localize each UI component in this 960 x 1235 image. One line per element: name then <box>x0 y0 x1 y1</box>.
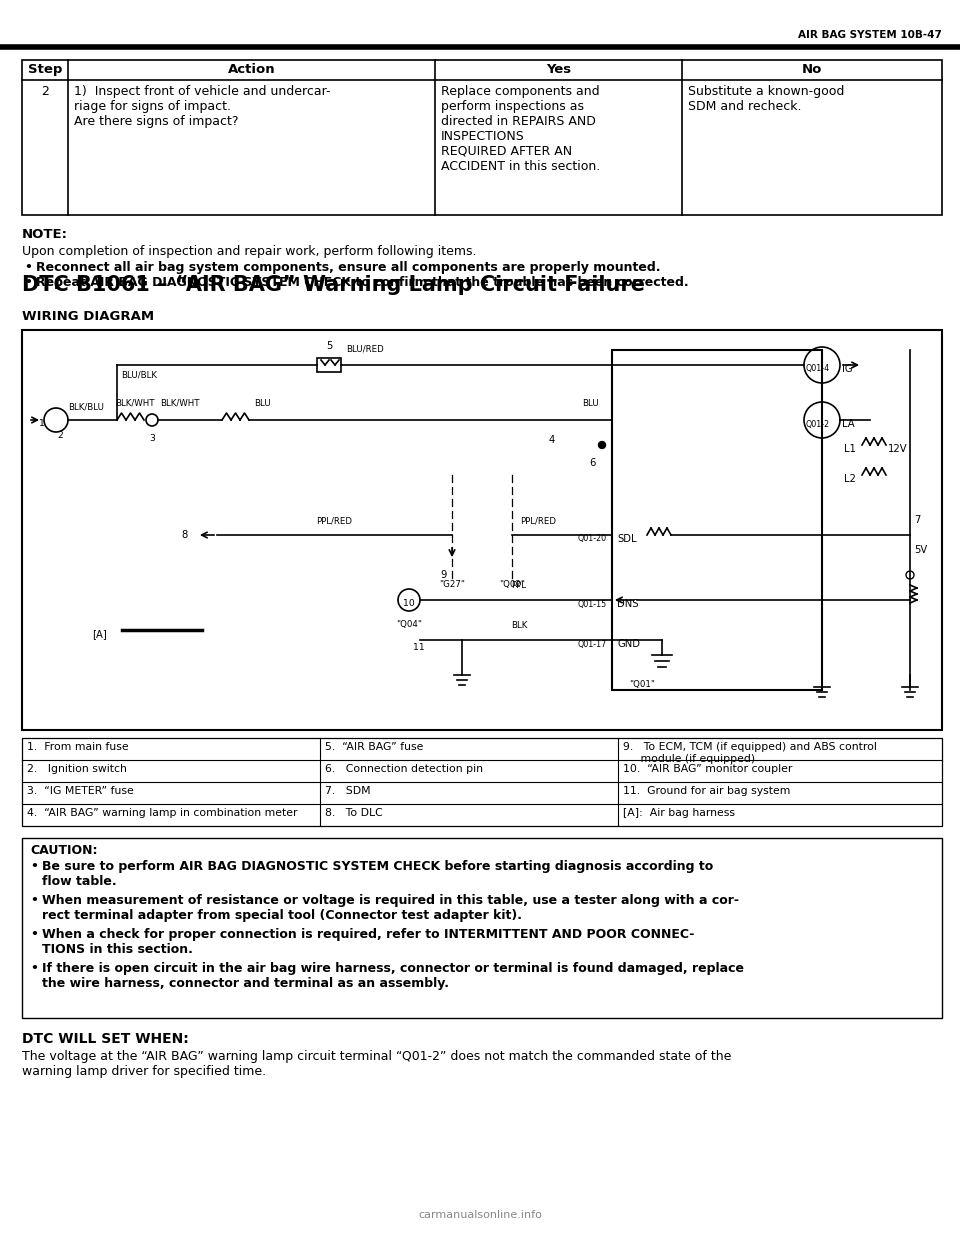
Text: DTC WILL SET WHEN:: DTC WILL SET WHEN: <box>22 1032 189 1046</box>
Text: BLU/BLK: BLU/BLK <box>121 370 157 379</box>
Text: 1.  From main fuse: 1. From main fuse <box>27 742 129 752</box>
Text: BLU/RED: BLU/RED <box>346 345 384 353</box>
Text: 3: 3 <box>149 433 155 443</box>
Text: BLK/WHT: BLK/WHT <box>160 399 200 408</box>
Text: If there is open circuit in the air bag wire harness, connector or terminal is f: If there is open circuit in the air bag … <box>42 962 744 990</box>
Text: 9.   To ECM, TCM (if equipped) and ABS control
     module (if equipped): 9. To ECM, TCM (if equipped) and ABS con… <box>623 742 876 763</box>
Text: Q01-4: Q01-4 <box>806 364 830 373</box>
Text: Be sure to perform AIR BAG DIAGNOSTIC SYSTEM CHECK before starting diagnosis acc: Be sure to perform AIR BAG DIAGNOSTIC SY… <box>42 860 713 888</box>
Circle shape <box>598 441 606 448</box>
Text: BLU: BLU <box>582 399 599 408</box>
Text: •: • <box>24 275 32 289</box>
Text: BLK: BLK <box>511 621 527 630</box>
Text: BLK/WHT: BLK/WHT <box>115 399 155 408</box>
Text: 7.   SDM: 7. SDM <box>325 785 371 797</box>
Text: WIRING DIAGRAM: WIRING DIAGRAM <box>22 310 155 324</box>
Text: CAUTION:: CAUTION: <box>30 844 98 857</box>
Text: Action: Action <box>228 63 276 77</box>
Text: GND: GND <box>617 638 640 650</box>
Text: Q01-2: Q01-2 <box>806 420 830 429</box>
Bar <box>317 358 341 372</box>
Text: L2: L2 <box>844 474 856 484</box>
Text: 8: 8 <box>181 530 188 540</box>
Bar <box>612 350 822 690</box>
Text: Q01-17: Q01-17 <box>578 640 607 648</box>
Text: 11.  Ground for air bag system: 11. Ground for air bag system <box>623 785 790 797</box>
Text: 12V: 12V <box>888 445 907 454</box>
Text: 2.   Ignition switch: 2. Ignition switch <box>27 764 127 774</box>
Text: Replace components and
perform inspections as
directed in REPAIRS AND
INSPECTION: Replace components and perform inspectio… <box>441 85 600 173</box>
Text: NOTE:: NOTE: <box>22 228 68 241</box>
Text: Yes: Yes <box>546 63 571 77</box>
Text: 2: 2 <box>41 85 49 98</box>
Text: "G27": "G27" <box>439 580 465 589</box>
Text: SDL: SDL <box>617 534 636 543</box>
Bar <box>22 739 942 826</box>
Text: Q01-15: Q01-15 <box>578 599 607 609</box>
Text: PPL: PPL <box>512 580 526 590</box>
Text: 1)  Inspect front of vehicle and undercar-
riage for signs of impact.
Are there : 1) Inspect front of vehicle and undercar… <box>74 85 330 128</box>
Text: •: • <box>30 962 37 974</box>
Text: Repeat AIR BAG DIAGNOSTIC SYSTEM CHECK to confirm that the trouble has been corr: Repeat AIR BAG DIAGNOSTIC SYSTEM CHECK t… <box>36 275 688 289</box>
Text: 5V: 5V <box>914 545 927 555</box>
Text: •: • <box>30 860 37 873</box>
Text: 4: 4 <box>549 435 555 445</box>
Text: "Q01": "Q01" <box>629 680 655 689</box>
Text: Substitute a known-good
SDM and recheck.: Substitute a known-good SDM and recheck. <box>688 85 845 112</box>
Text: Step: Step <box>28 63 62 77</box>
Text: When measurement of resistance or voltage is required in this table, use a teste: When measurement of resistance or voltag… <box>42 894 739 923</box>
Text: No: No <box>802 63 822 77</box>
Text: "Q04": "Q04" <box>396 620 422 629</box>
Text: 8.   To DLC: 8. To DLC <box>325 808 383 818</box>
Text: 11: 11 <box>413 643 425 652</box>
Text: 6: 6 <box>588 458 595 468</box>
Text: DNS: DNS <box>617 599 638 609</box>
Bar <box>22 61 942 215</box>
Text: L1: L1 <box>844 445 856 454</box>
Text: •: • <box>30 894 37 906</box>
Text: PPL/RED: PPL/RED <box>316 516 352 525</box>
Text: 6.   Connection detection pin: 6. Connection detection pin <box>325 764 483 774</box>
Text: carmanualsonline.info: carmanualsonline.info <box>418 1210 542 1220</box>
Text: IG: IG <box>842 364 852 374</box>
Text: 7: 7 <box>914 515 921 525</box>
Text: Reconnect all air bag system components, ensure all components are properly moun: Reconnect all air bag system components,… <box>36 261 660 274</box>
Text: 1: 1 <box>39 420 45 429</box>
Text: Upon completion of inspection and repair work, perform following items.: Upon completion of inspection and repair… <box>22 245 476 258</box>
Text: LA: LA <box>842 419 854 429</box>
Text: 2: 2 <box>57 431 63 441</box>
Text: 5: 5 <box>325 341 332 351</box>
Text: •: • <box>24 261 32 274</box>
Text: 5.  “AIR BAG” fuse: 5. “AIR BAG” fuse <box>325 742 423 752</box>
Text: DTC B1061 – “AIR BAG” Warning Lamp Circuit Failure: DTC B1061 – “AIR BAG” Warning Lamp Circu… <box>22 275 645 295</box>
Text: When a check for proper connection is required, refer to INTERMITTENT AND POOR C: When a check for proper connection is re… <box>42 927 694 956</box>
Text: [A]:  Air bag harness: [A]: Air bag harness <box>623 808 735 818</box>
Text: 3.  “IG METER” fuse: 3. “IG METER” fuse <box>27 785 133 797</box>
Text: 4.  “AIR BAG” warning lamp in combination meter: 4. “AIR BAG” warning lamp in combination… <box>27 808 298 818</box>
Text: [A]: [A] <box>92 629 107 638</box>
Text: 10: 10 <box>403 599 415 608</box>
Text: AIR BAG SYSTEM 10B-47: AIR BAG SYSTEM 10B-47 <box>798 30 942 40</box>
Bar <box>22 330 942 730</box>
Text: 10.  “AIR BAG” monitor coupler: 10. “AIR BAG” monitor coupler <box>623 764 792 774</box>
Text: •: • <box>30 927 37 941</box>
Text: "Q02": "Q02" <box>499 580 525 589</box>
Text: 9: 9 <box>441 571 447 580</box>
Text: BLU: BLU <box>254 399 271 408</box>
Text: Q01-20: Q01-20 <box>578 535 607 543</box>
Text: The voltage at the “AIR BAG” warning lamp circuit terminal “Q01-2” does not matc: The voltage at the “AIR BAG” warning lam… <box>22 1050 732 1078</box>
Text: BLK/BLU: BLK/BLU <box>68 403 104 412</box>
Bar <box>22 839 942 1018</box>
Text: PPL/RED: PPL/RED <box>520 516 556 525</box>
